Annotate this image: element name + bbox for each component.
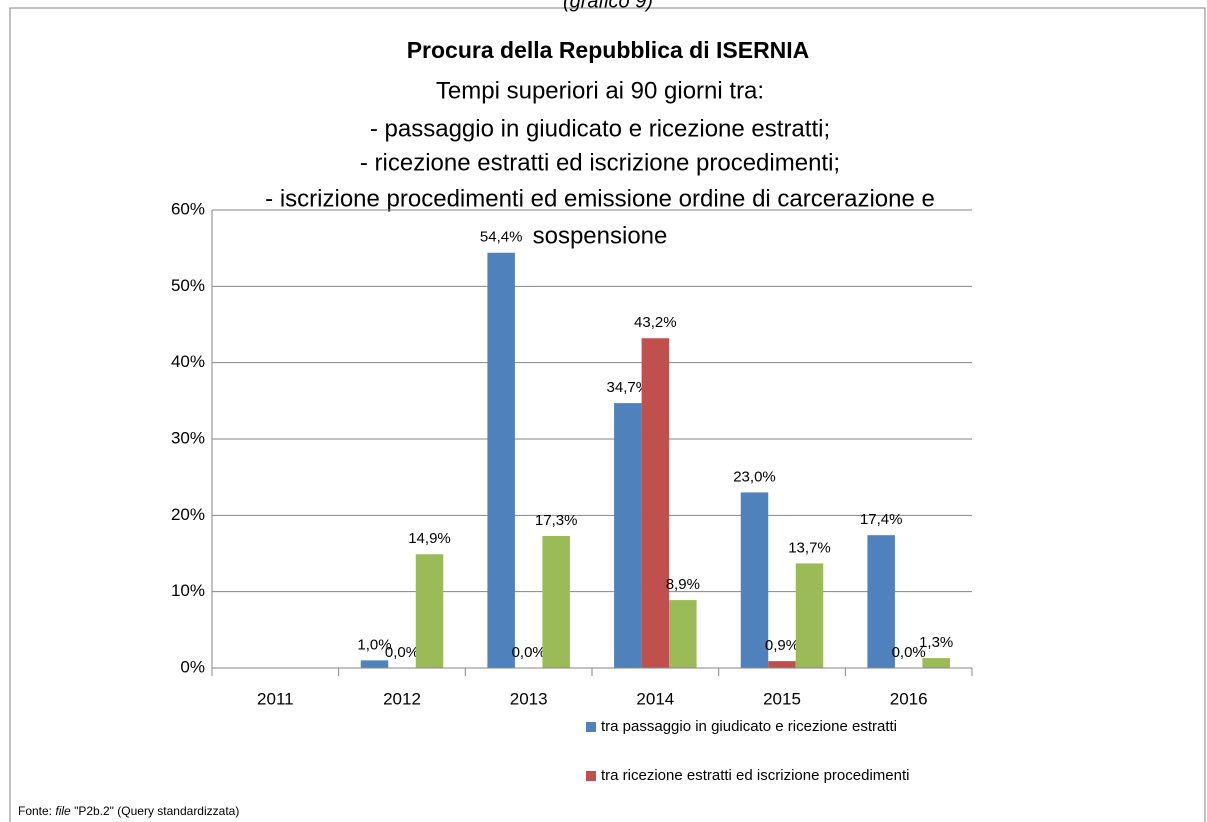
bar (415, 554, 444, 668)
legend-label: tra passaggio in giudicato e ricezione e… (601, 718, 897, 735)
data-label: 54,4% (480, 229, 523, 246)
x-tick-label: 2012 (383, 689, 421, 708)
data-label: 1,0% (357, 636, 391, 653)
bar (867, 535, 895, 668)
y-tick-label: 30% (171, 428, 205, 447)
y-tick-label: 10% (171, 581, 205, 600)
y-tick-label: 50% (171, 276, 205, 295)
x-tick-label: 2016 (890, 689, 928, 708)
bar (669, 600, 697, 668)
bar (360, 660, 389, 668)
data-label: 34,7% (607, 379, 650, 396)
x-tick-label: 2013 (510, 689, 548, 708)
caption: (grafico 9) (563, 0, 653, 12)
data-label: 0,0% (892, 644, 926, 661)
bar (768, 661, 796, 668)
bar (542, 535, 570, 668)
chart-subtitle: - ricezione estratti ed iscrizione proce… (360, 149, 840, 176)
data-label: 23,0% (733, 468, 776, 485)
chart-subtitle: Tempi superiori ai 90 giorni tra: (436, 77, 764, 104)
source-rest: "P2b.2" (Query standardizzata) (74, 804, 240, 818)
legend-swatch (586, 771, 596, 781)
data-label: 8,9% (666, 576, 700, 593)
chart-subtitle: sospensione (533, 222, 668, 249)
chart-frame (9, 7, 1206, 822)
x-tick-label: 2015 (763, 689, 801, 708)
bar (795, 563, 824, 668)
bar (740, 492, 769, 668)
legend-swatch (586, 722, 596, 732)
y-tick-label: 0% (180, 657, 205, 676)
x-tick-label: 2014 (636, 689, 674, 708)
bar (641, 338, 670, 668)
data-label: 17,3% (535, 512, 578, 529)
y-tick-label: 60% (171, 199, 205, 218)
data-label: 1,3% (919, 634, 953, 651)
bar (922, 658, 950, 668)
data-label: 43,2% (634, 314, 677, 331)
y-tick-label: 40% (171, 352, 205, 371)
data-label: 13,7% (788, 539, 831, 556)
bar (487, 252, 515, 668)
data-label: 0,9% (765, 637, 799, 654)
data-label: 0,0% (512, 644, 546, 661)
bar (614, 403, 642, 668)
data-label: 17,4% (860, 511, 903, 528)
legend-label: tra ricezione estratti ed iscrizione pro… (601, 767, 909, 784)
source: Fonte: file "P2b.2" (Query standardizzat… (18, 804, 239, 818)
data-label: 0,0% (385, 644, 419, 661)
data-label: 14,9% (408, 530, 451, 547)
source-file: file (55, 804, 71, 818)
x-tick-label: 2011 (257, 689, 294, 708)
y-tick-label: 20% (171, 505, 205, 524)
chart-subtitle: - passaggio in giudicato e ricezione est… (370, 115, 830, 142)
chart-title: Procura della Repubblica di ISERNIA (407, 37, 810, 63)
chart-subtitle: - iscrizione procedimenti ed emissione o… (265, 185, 935, 212)
source-prefix: Fonte: (18, 804, 53, 818)
